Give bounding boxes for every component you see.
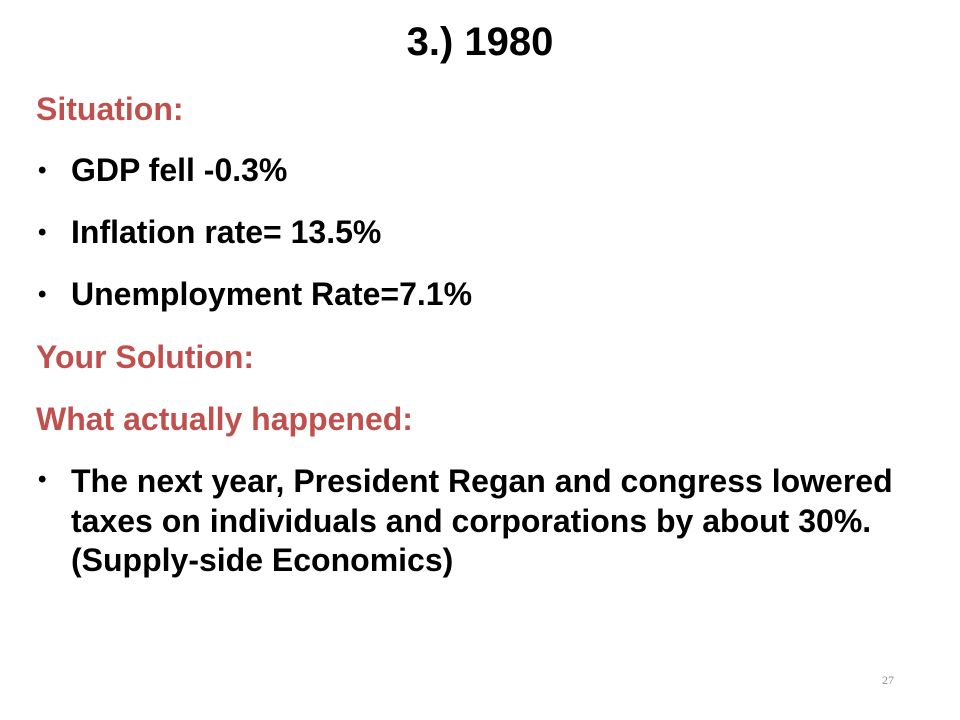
situation-heading: Situation: bbox=[36, 90, 184, 127]
actual-bullet-list: • The next year, President Regan and con… bbox=[36, 450, 926, 581]
actual-bullet-tax-cut: • The next year, President Regan and con… bbox=[36, 450, 926, 581]
slide-content: Situation: • GDP fell -0.3% • Inflation … bbox=[36, 78, 926, 581]
bullet-text: Inflation rate= 13.5% bbox=[71, 214, 382, 251]
bullet-icon: • bbox=[38, 466, 47, 493]
bullet-icon: • bbox=[38, 219, 47, 246]
situation-bullet-inflation: • Inflation rate= 13.5% bbox=[36, 202, 926, 264]
situation-bullet-gdp: • GDP fell -0.3% bbox=[36, 140, 926, 202]
bullet-text: The next year, President Regan and congr… bbox=[71, 463, 893, 579]
bullet-text: Unemployment Rate=7.1% bbox=[71, 276, 473, 313]
actual-heading: What actually happened: bbox=[36, 400, 413, 437]
situation-bullet-unemployment: • Unemployment Rate=7.1% bbox=[36, 264, 926, 326]
page-number: 27 bbox=[882, 673, 894, 687]
bullet-icon: • bbox=[38, 281, 47, 308]
bullet-icon: • bbox=[38, 157, 47, 184]
solution-heading: Your Solution: bbox=[36, 338, 255, 375]
situation-bullet-list: • GDP fell -0.3% • Inflation rate= 13.5%… bbox=[36, 140, 926, 326]
slide-title: 3.) 1980 bbox=[406, 20, 554, 64]
bullet-text: GDP fell -0.3% bbox=[71, 152, 288, 189]
